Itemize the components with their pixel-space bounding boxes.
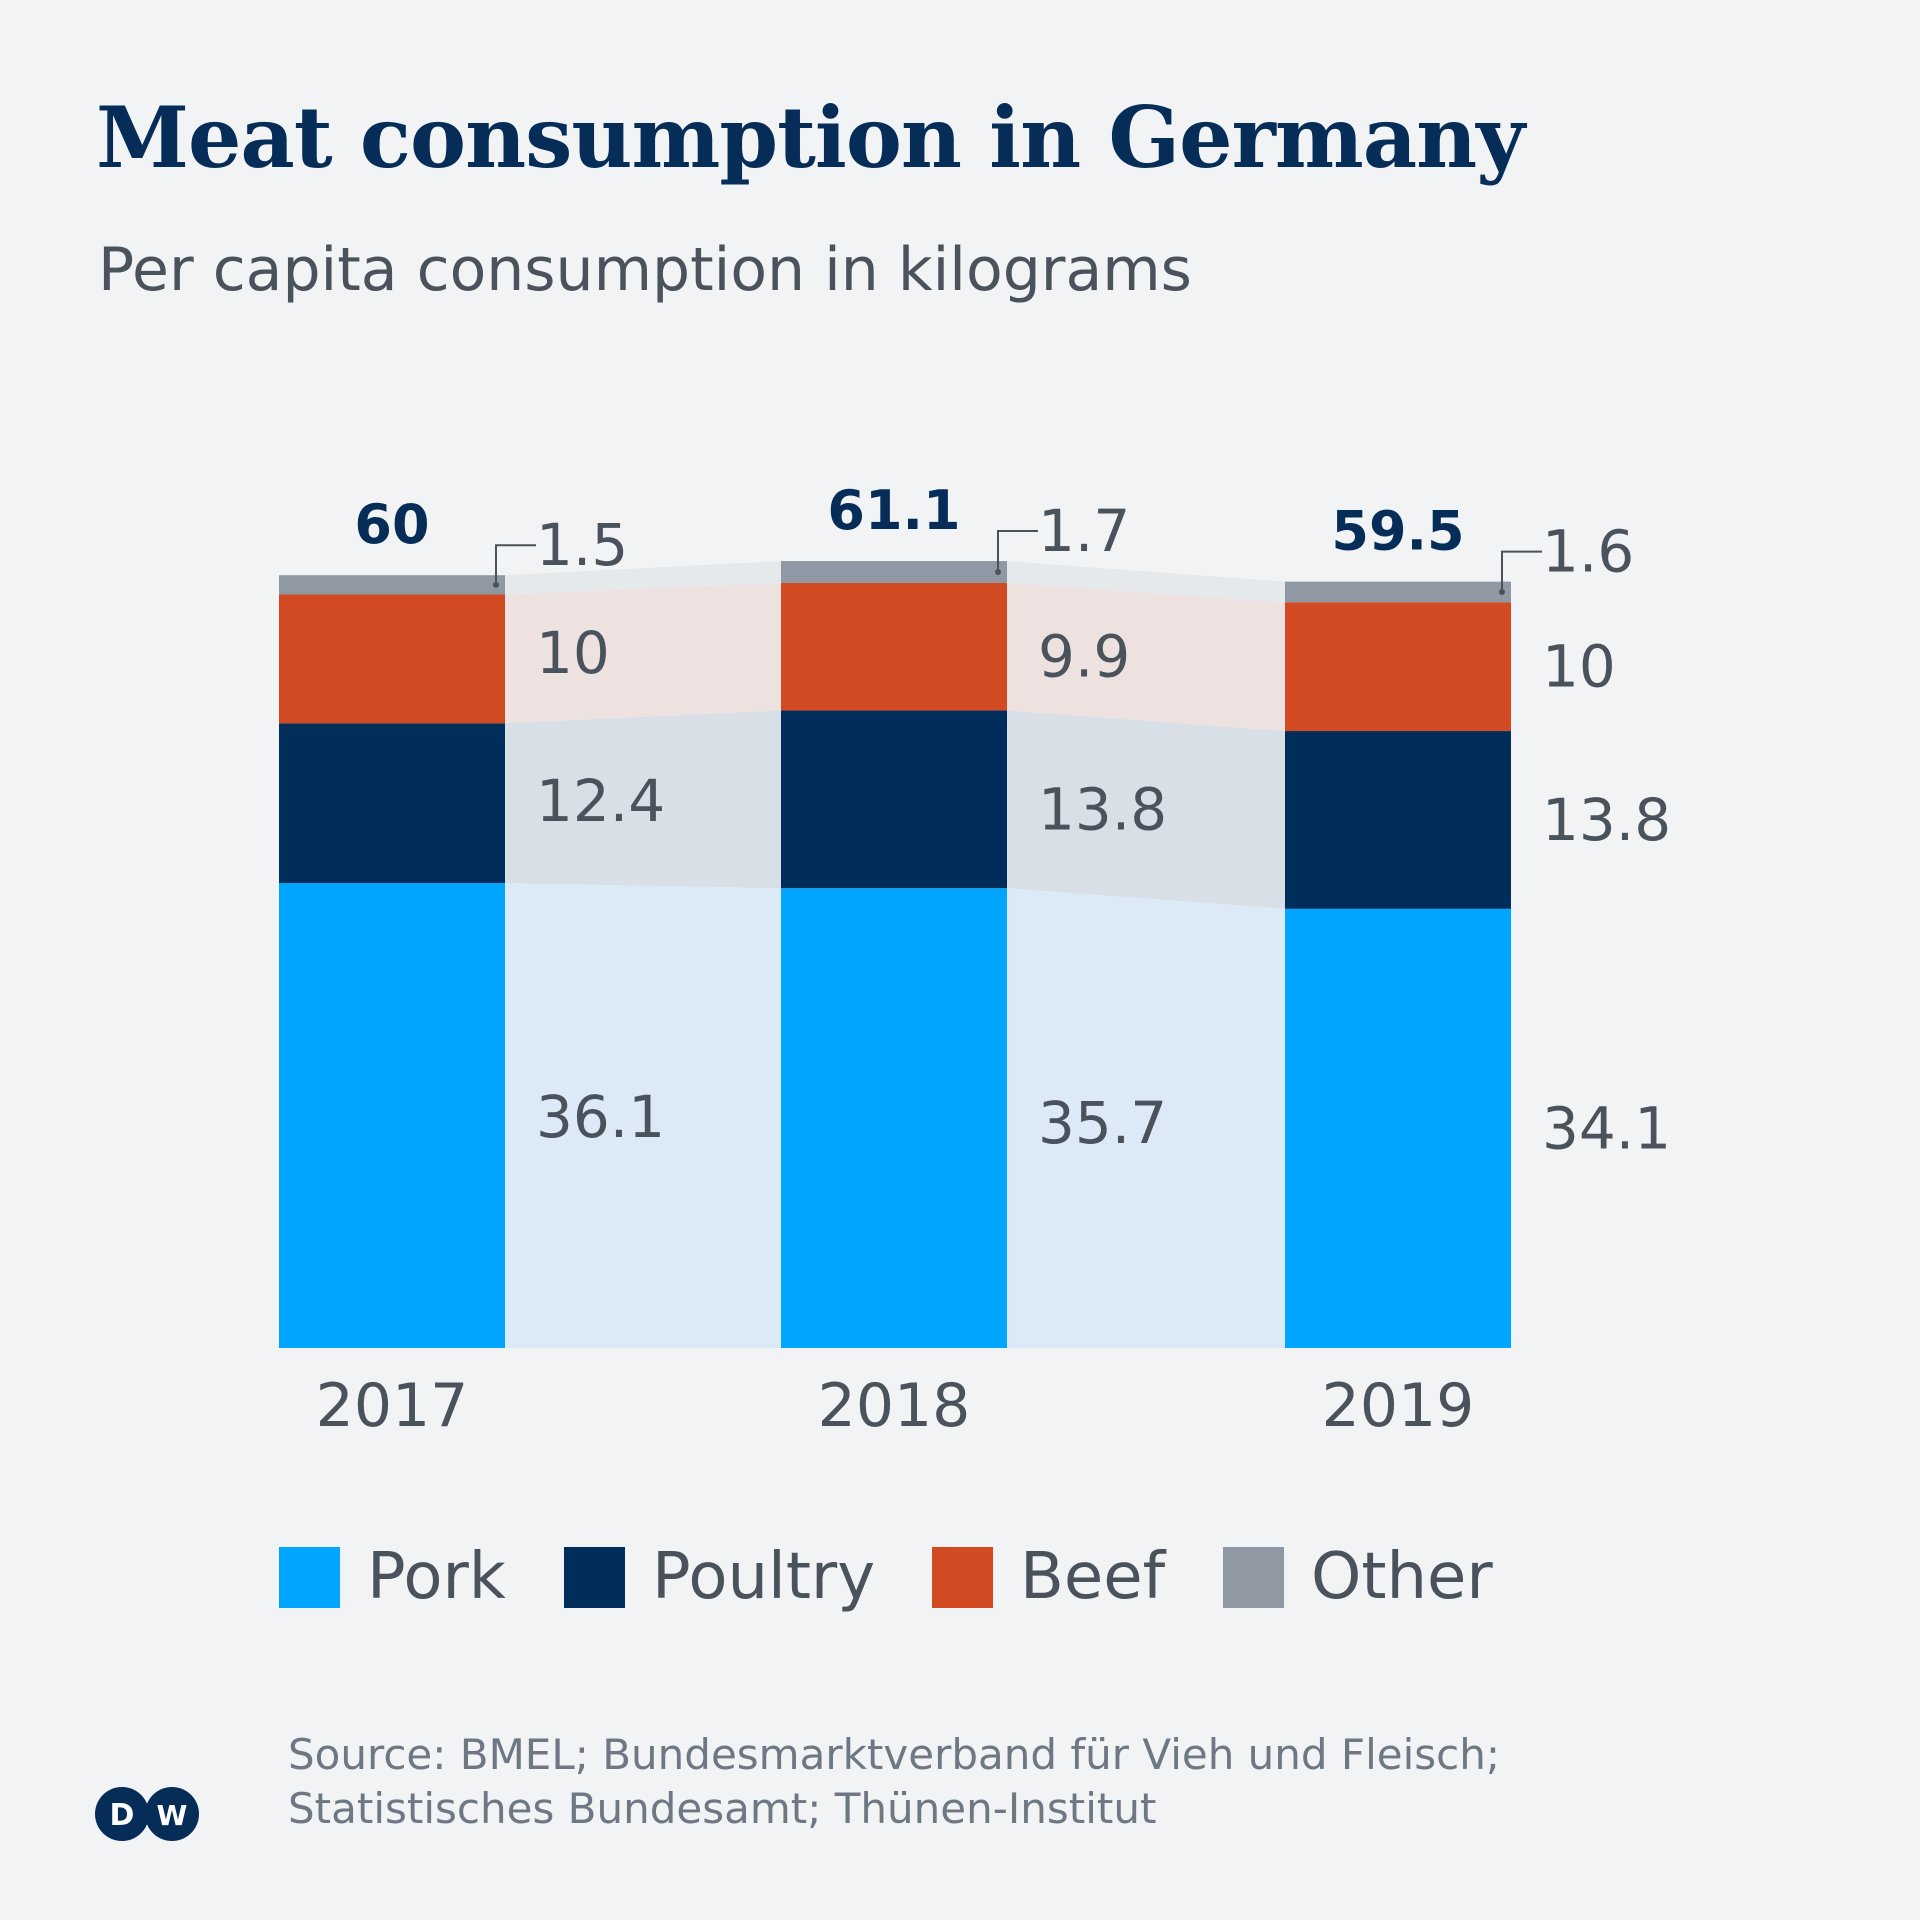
- bar-segment-beef: [781, 582, 1007, 711]
- legend-label: Other: [1311, 1540, 1493, 1614]
- value-label-beef: 9.9: [1038, 623, 1130, 691]
- connector-band-other: [1007, 561, 1285, 603]
- bar-segment-pork: [781, 888, 1007, 1348]
- source-line: Statistisches Bundesamt; Thünen-Institut: [288, 1784, 1157, 1833]
- bar-segment-other: [1285, 581, 1511, 603]
- value-label-pork: 35.7: [1038, 1089, 1167, 1157]
- chart-title: Meat consumption in Germany: [96, 88, 1525, 187]
- bar-segment-beef: [1285, 602, 1511, 732]
- legend-swatch-pork: [279, 1546, 340, 1608]
- legend-label: Pork: [367, 1540, 506, 1614]
- total-label: 60: [354, 493, 429, 556]
- value-label-pork: 36.1: [536, 1083, 665, 1151]
- connector-band-other: [505, 561, 781, 595]
- x-tick-label: 2019: [1322, 1371, 1475, 1441]
- legend-label: Beef: [1020, 1540, 1166, 1614]
- legend-item-poultry: Poultry: [564, 1540, 875, 1614]
- legend-swatch-poultry: [564, 1546, 625, 1608]
- source-line: Source: BMEL; Bundesmarktverband für Vie…: [288, 1730, 1501, 1779]
- connector-band-beef: [1007, 582, 1285, 732]
- value-label-other: 1.7: [1038, 497, 1130, 565]
- value-label-poultry: 12.4: [536, 767, 665, 835]
- bar-segment-beef: [279, 594, 505, 724]
- bar-segment-poultry: [1285, 731, 1511, 909]
- source-note: Source: BMEL; Bundesmarktverband für Vie…: [288, 1728, 1500, 1836]
- x-tick-label: 2017: [316, 1371, 469, 1441]
- bar-segment-pork: [279, 883, 505, 1348]
- chart-subtitle: Per capita consumption in kilograms: [98, 235, 1192, 305]
- legend-item-pork: Pork: [279, 1540, 506, 1614]
- value-label-beef: 10: [1542, 633, 1616, 701]
- connector-band-pork: [1007, 888, 1285, 1348]
- leader-line: [997, 530, 1038, 572]
- value-label-poultry: 13.8: [1038, 776, 1167, 844]
- legend-swatch-beef: [932, 1546, 993, 1608]
- value-label-other: 1.5: [536, 511, 628, 579]
- bar-segment-poultry: [279, 723, 505, 884]
- value-label-poultry: 13.8: [1542, 786, 1671, 854]
- x-tick-label: 2018: [818, 1371, 971, 1441]
- value-label-pork: 34.1: [1542, 1094, 1671, 1162]
- total-label: 61.1: [827, 479, 960, 542]
- bar-segment-other: [279, 575, 505, 595]
- stacked-bar-chart: 60 2017 36.1 12.4 10 1.5 61.1 2018 35.7 13.8 9.9 1.…: [279, 479, 1671, 1441]
- dw-logo: D W: [95, 1787, 199, 1841]
- connector-band-pork: [505, 883, 781, 1348]
- total-label: 59.5: [1331, 500, 1464, 563]
- bar-segment-pork: [1285, 908, 1511, 1348]
- legend: Pork Poultry Beef Other: [0, 1540, 1920, 1614]
- bar-segment-other: [781, 561, 1007, 583]
- value-label-other: 1.6: [1542, 518, 1634, 586]
- legend-item-beef: Beef: [932, 1540, 1165, 1614]
- value-label-beef: 10: [536, 619, 610, 687]
- svg-text:W: W: [157, 1799, 188, 1832]
- connector-band-poultry: [505, 710, 781, 889]
- legend-swatch-other: [1223, 1546, 1284, 1608]
- connector-band-beef: [505, 582, 781, 724]
- svg-text:D: D: [110, 1798, 135, 1833]
- bar-segment-poultry: [781, 710, 1007, 889]
- connector-band-poultry: [1007, 710, 1285, 909]
- leader-line: [1501, 550, 1542, 592]
- legend-item-other: Other: [1223, 1540, 1493, 1614]
- leader-line: [495, 544, 536, 585]
- legend-label: Poultry: [652, 1540, 876, 1614]
